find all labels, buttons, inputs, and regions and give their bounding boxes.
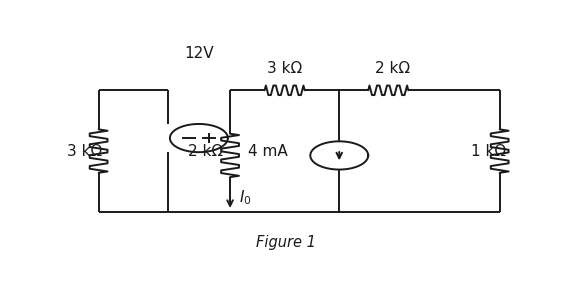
Text: $I_0$: $I_0$ bbox=[239, 188, 252, 207]
Text: 3 kΩ: 3 kΩ bbox=[267, 61, 302, 76]
Text: 4 mA: 4 mA bbox=[248, 144, 288, 158]
Text: 2 kΩ: 2 kΩ bbox=[188, 144, 223, 158]
Text: 12V: 12V bbox=[184, 46, 214, 61]
Text: 3 kΩ: 3 kΩ bbox=[67, 144, 102, 158]
Text: 1 kΩ: 1 kΩ bbox=[471, 144, 506, 158]
Text: Figure 1: Figure 1 bbox=[256, 235, 316, 250]
Text: 2 kΩ: 2 kΩ bbox=[375, 61, 411, 76]
